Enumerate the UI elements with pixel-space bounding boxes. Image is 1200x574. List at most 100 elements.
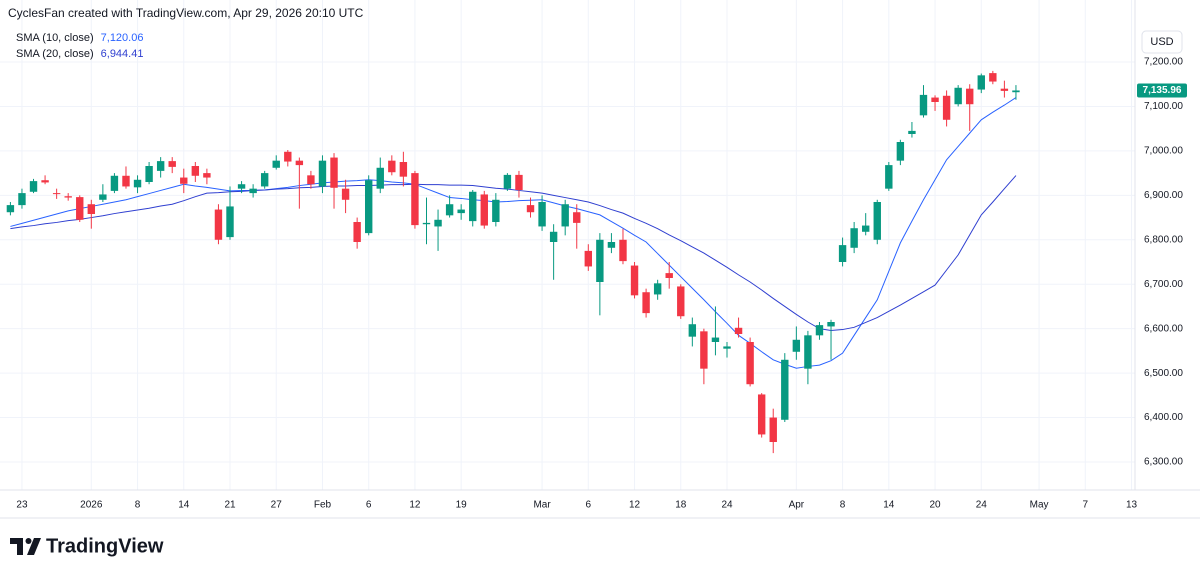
y-tick-label: 6,600.00: [1144, 323, 1183, 334]
legend-name: SMA (20, close): [16, 48, 94, 60]
candle-body: [76, 197, 84, 220]
candle-body: [769, 417, 777, 442]
y-tick-label: 7,200.00: [1144, 57, 1183, 68]
x-tick-label: May: [1030, 500, 1049, 511]
candle-body: [180, 177, 188, 184]
logo-text: TradingView: [46, 535, 164, 557]
candle-body: [804, 335, 812, 369]
candle-body: [52, 193, 61, 195]
x-tick-label: 13: [1126, 500, 1138, 511]
candle-body: [226, 206, 234, 238]
candle-body: [330, 157, 338, 188]
y-tick-label: 6,500.00: [1144, 368, 1183, 379]
candle-body: [249, 188, 257, 194]
candle-body: [573, 212, 581, 223]
x-tick-label: 24: [976, 500, 988, 511]
candle-body: [41, 180, 49, 183]
candle-body: [873, 202, 881, 240]
candle-body: [757, 394, 766, 435]
logo-dot: [25, 538, 32, 544]
y-tick-label: 6,700.00: [1144, 279, 1183, 290]
candle-body: [156, 161, 165, 171]
candle-body: [838, 245, 847, 262]
candle-body: [931, 97, 939, 102]
candle-body: [850, 228, 858, 248]
x-tick-label: 24: [721, 500, 733, 511]
candle-body: [827, 322, 835, 327]
candle-body: [376, 167, 384, 189]
sma-line: [10, 175, 1017, 331]
x-tick-label: 18: [675, 500, 687, 511]
candle-body: [122, 175, 130, 187]
candle-body: [977, 75, 985, 90]
x-tick-label: 6: [366, 500, 372, 511]
candle-body: [954, 87, 962, 105]
candle-body: [792, 339, 801, 352]
x-tick-label: Mar: [533, 500, 551, 511]
candle-body: [642, 292, 650, 314]
candle-body: [584, 250, 593, 267]
candle-body: [365, 180, 373, 234]
sma-line: [10, 97, 1017, 369]
axes: 6,300.00 6,400.00 6,500.00 6,600.00 6,700.00…: [16, 57, 1187, 511]
candle-body: [526, 205, 535, 213]
x-tick-label: 7: [1083, 500, 1089, 511]
last-price-label: 7,135.96: [1143, 85, 1182, 96]
candle-body: [630, 265, 639, 296]
candle-body: [919, 94, 928, 116]
candle-body: [607, 242, 616, 248]
candle-body: [260, 173, 269, 187]
candle-body: [723, 346, 731, 349]
candle-body: [18, 193, 26, 206]
x-tick-label: 14: [883, 500, 895, 511]
candle-body: [861, 225, 870, 232]
candle-body: [942, 95, 951, 120]
candle-body: [815, 325, 824, 336]
candle-body: [272, 160, 280, 168]
candle-body: [896, 142, 905, 161]
candle-body: [989, 73, 997, 82]
logo-mark: [10, 538, 23, 555]
candle-body: [503, 174, 512, 189]
candle-body: [665, 273, 673, 278]
candle-body: [133, 179, 142, 188]
candle-body: [746, 342, 754, 385]
x-tick-label: Apr: [789, 500, 805, 511]
candle-body: [885, 165, 893, 189]
candle-body: [966, 88, 974, 105]
candle-body: [237, 184, 246, 189]
candle-body: [492, 199, 500, 222]
logo-icon: [10, 538, 41, 555]
currency: USD: [1150, 36, 1173, 48]
candle-body: [307, 175, 315, 185]
y-tick-label: 7,000.00: [1144, 146, 1183, 157]
candle-body: [688, 324, 697, 337]
candle-body: [538, 202, 546, 227]
candle-body: [191, 166, 200, 176]
candle-body: [1012, 90, 1020, 93]
candle-body: [619, 239, 627, 262]
candle-body: [457, 209, 465, 214]
x-tick-label: 8: [840, 500, 846, 511]
y-tick-label: 6,900.00: [1144, 190, 1183, 201]
x-tick-label: 12: [409, 500, 421, 511]
last-price-tag: [1137, 83, 1187, 98]
candle-body: [87, 204, 96, 214]
candle-body: [549, 231, 558, 242]
candle-body: [653, 283, 662, 295]
candle-body: [318, 160, 327, 187]
candle-body: [434, 219, 442, 227]
candle-body: [341, 188, 350, 200]
x-tick-label: 19: [456, 500, 468, 511]
y-tick-label: 6,800.00: [1144, 234, 1183, 245]
legend: SMA (10, close) 7,120.06 SMA (20, close) 6,…: [16, 32, 143, 60]
attribution: CyclesFan created with TradingView.com, …: [8, 6, 364, 20]
candle-body: [734, 327, 743, 334]
currency-box[interactable]: [1141, 30, 1183, 54]
candle-body: [99, 194, 107, 200]
x-tick-label: 2026: [80, 500, 103, 511]
logo-slash: [27, 538, 41, 555]
candle-body: [411, 173, 419, 226]
candle-body: [781, 359, 789, 420]
